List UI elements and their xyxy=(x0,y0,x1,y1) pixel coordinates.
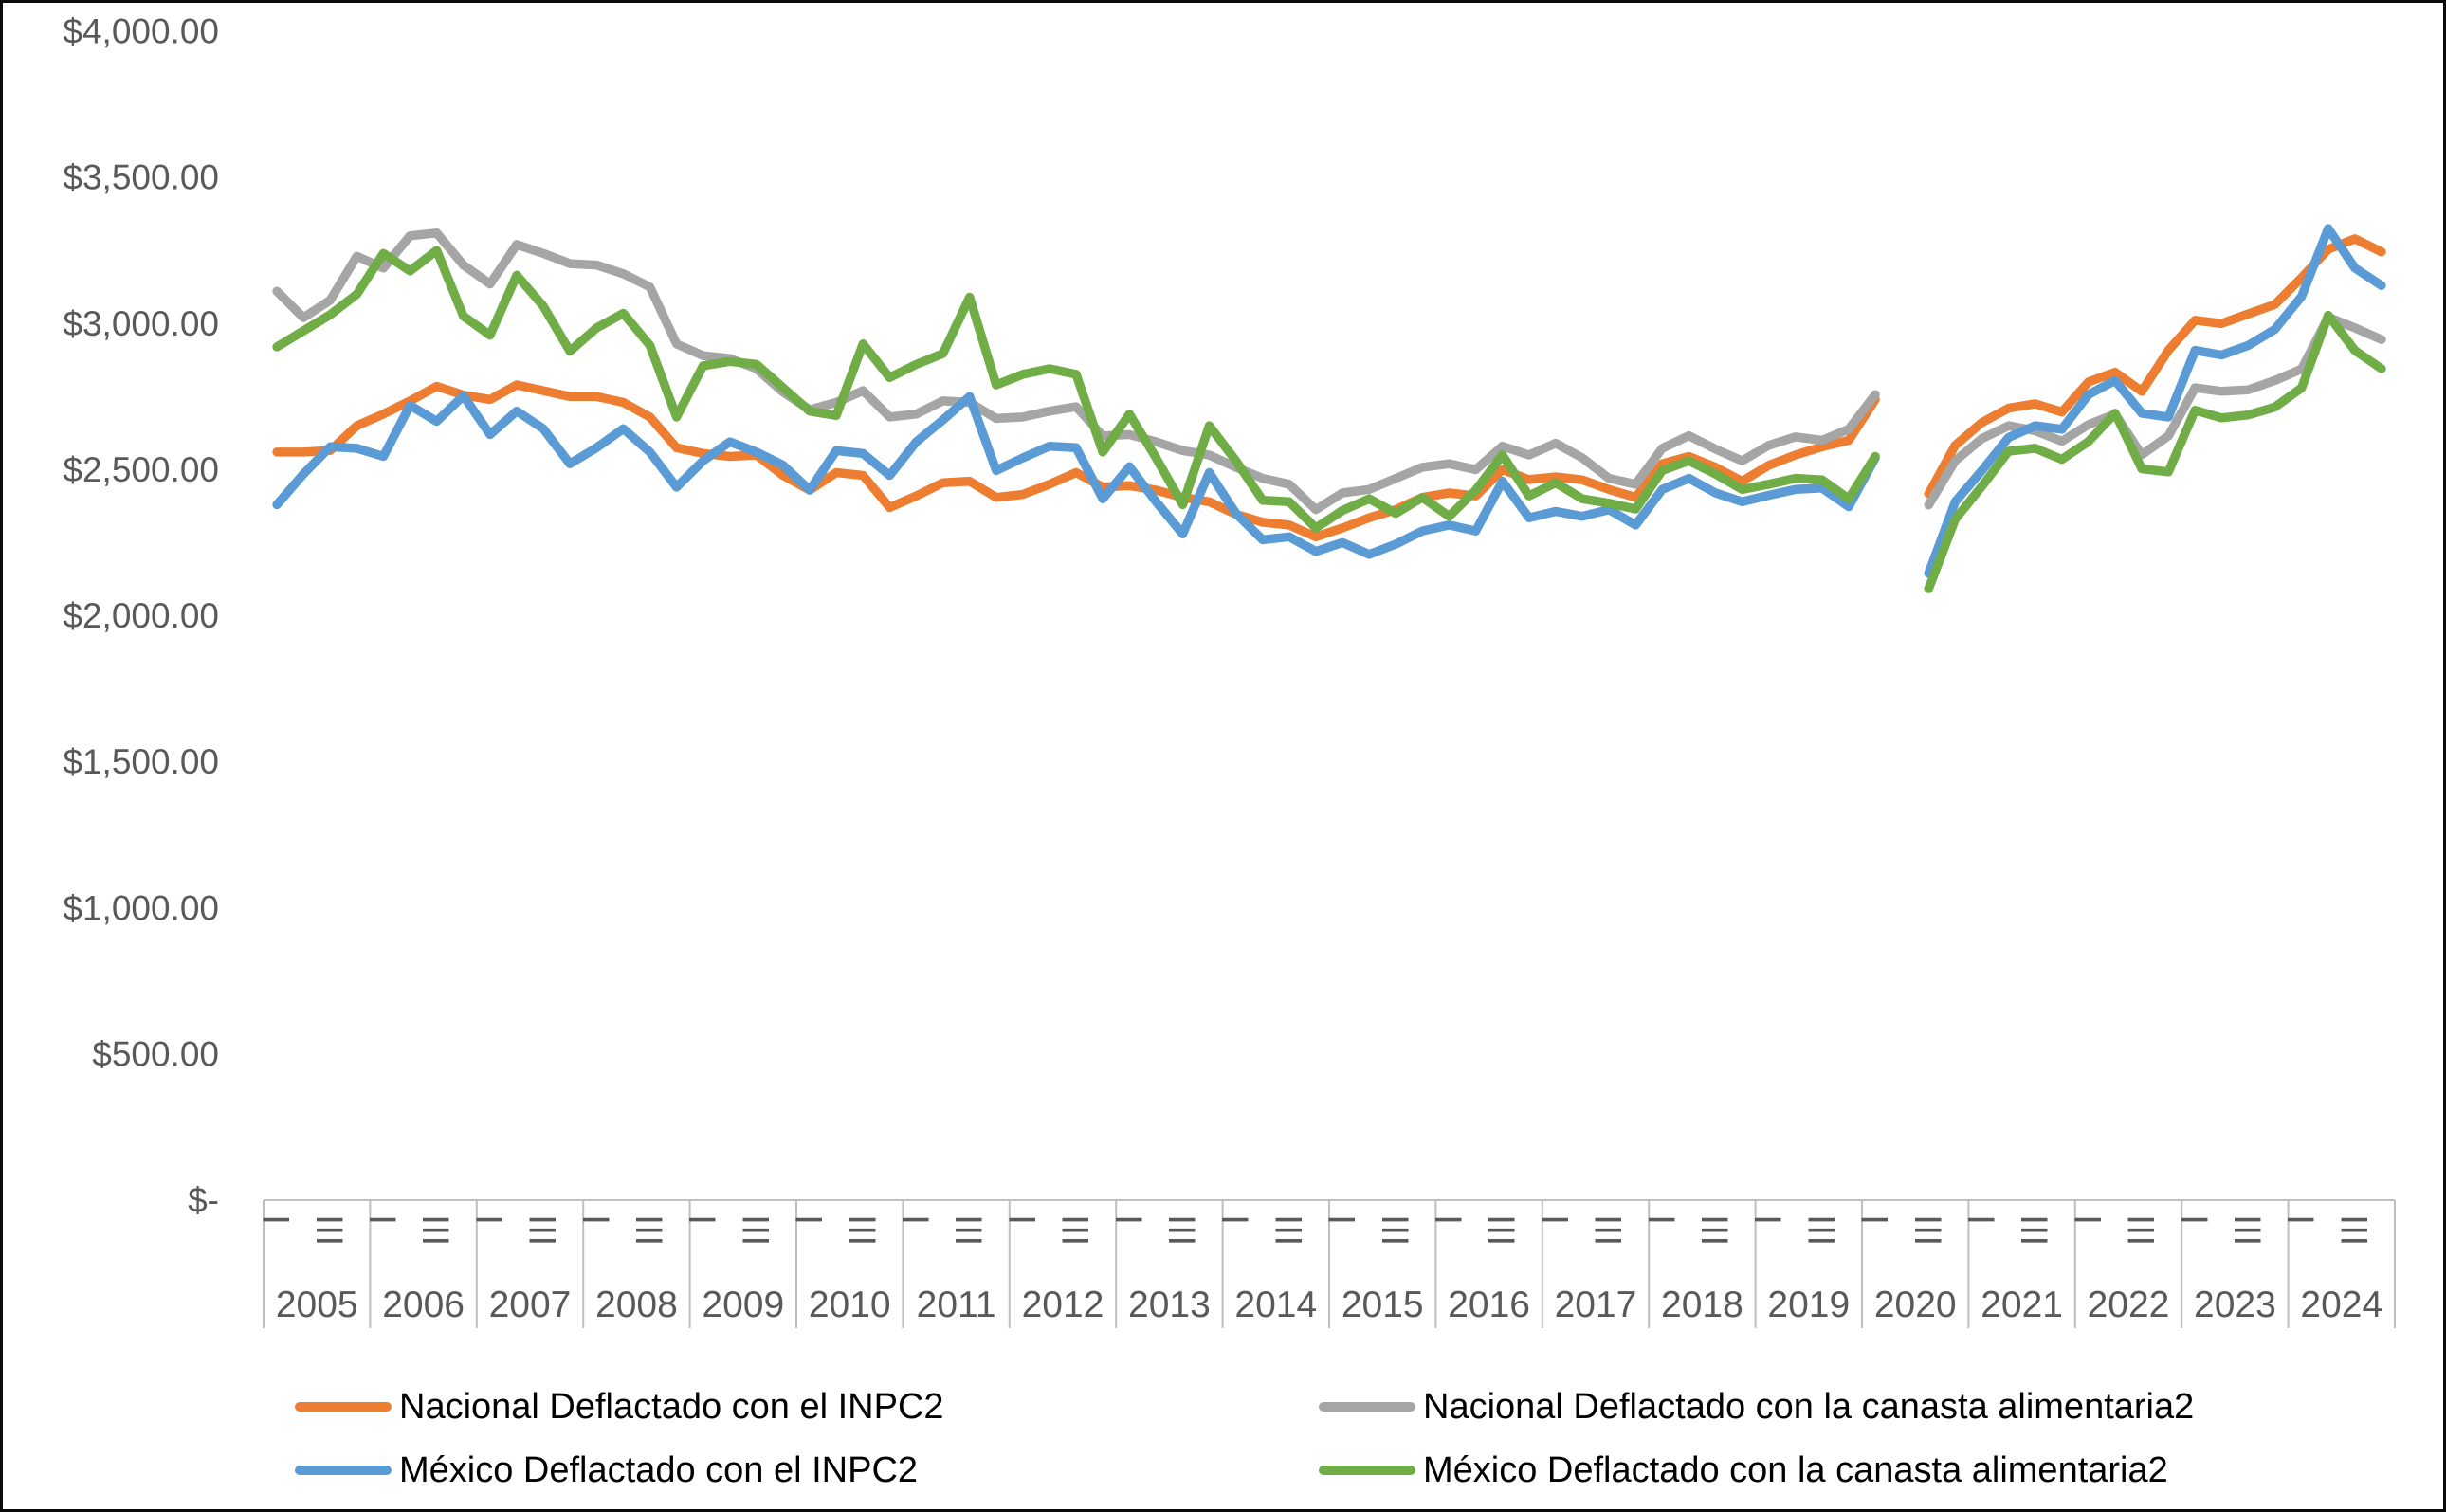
y-axis-label: $3,500.00 xyxy=(63,158,219,197)
year-label: 2020 xyxy=(1874,1284,1957,1325)
y-axis-label: $2,500.00 xyxy=(63,450,219,489)
y-axis-label: $- xyxy=(188,1181,219,1220)
quarter-tick-label: I xyxy=(1748,1214,1790,1225)
quarter-tick-label: I xyxy=(2068,1214,2109,1225)
quarter-tick-label: I xyxy=(256,1214,298,1225)
quarter-tick-label: III xyxy=(736,1214,777,1246)
quarter-tick-label: I xyxy=(1108,1214,1150,1225)
quarter-tick-label: I xyxy=(1641,1214,1683,1225)
year-label: 2012 xyxy=(1022,1284,1104,1325)
quarter-tick-label: III xyxy=(2334,1214,2376,1246)
y-axis-label: $1,000.00 xyxy=(63,888,219,927)
quarter-tick-label: I xyxy=(683,1214,724,1225)
quarter-tick-label: I xyxy=(1535,1214,1577,1225)
year-label: 2006 xyxy=(382,1284,465,1325)
y-axis-label: $2,000.00 xyxy=(63,596,219,635)
quarter-tick-label: I xyxy=(575,1214,617,1225)
quarter-tick-label: I xyxy=(2174,1214,2216,1225)
year-label: 2008 xyxy=(595,1284,678,1325)
series-line-2 xyxy=(272,228,2386,515)
quarter-tick-label: I xyxy=(1322,1214,1363,1225)
year-label: 2016 xyxy=(1448,1284,1530,1325)
quarter-tick-label: I xyxy=(469,1214,511,1225)
quarter-tick-label: I xyxy=(362,1214,404,1225)
quarter-tick-label: III xyxy=(1801,1214,1843,1246)
year-label: 2018 xyxy=(1661,1284,1743,1325)
quarter-tick-label: III xyxy=(309,1214,351,1246)
year-label: 2019 xyxy=(1767,1284,1850,1325)
year-label: 2010 xyxy=(809,1284,891,1325)
quarter-tick-label: I xyxy=(789,1214,831,1225)
quarter-tick-label: III xyxy=(416,1214,458,1246)
year-label: 2023 xyxy=(2194,1284,2276,1325)
quarter-tick-label: I xyxy=(2281,1214,2323,1225)
quarter-tick-label: III xyxy=(949,1214,991,1246)
quarter-tick-label: III xyxy=(1161,1214,1203,1246)
quarter-tick-label: III xyxy=(629,1214,670,1246)
year-label: 2021 xyxy=(1981,1284,2063,1325)
year-label: 2013 xyxy=(1128,1284,1211,1325)
y-axis-label: $3,000.00 xyxy=(63,304,219,343)
quarter-tick-label: I xyxy=(1961,1214,2002,1225)
quarter-tick-label: III xyxy=(842,1214,884,1246)
year-label: 2007 xyxy=(489,1284,572,1325)
chart-plot-area: $4,000.00 $3,500.00 $3,000.00 $2,500.00 $2,0… xyxy=(63,12,2396,1328)
quarter-tick-label: III xyxy=(1269,1214,1310,1246)
series-line-4 xyxy=(272,246,2386,593)
quarter-tick-label: I xyxy=(1215,1214,1257,1225)
year-label: 2015 xyxy=(1342,1284,1424,1325)
quarter-tick-label: I xyxy=(895,1214,937,1225)
y-axis-label: $500.00 xyxy=(92,1034,219,1073)
year-label: 2009 xyxy=(702,1284,784,1325)
year-label: 2024 xyxy=(2300,1284,2382,1325)
year-label: 2005 xyxy=(276,1284,358,1325)
quarter-tick-label: III xyxy=(1055,1214,1097,1246)
quarter-tick-label: III xyxy=(1908,1214,1949,1246)
quarter-tick-label: I xyxy=(1854,1214,1896,1225)
year-label: 2017 xyxy=(1555,1284,1637,1325)
quarter-tick-label: III xyxy=(522,1214,564,1246)
series-line-1 xyxy=(272,234,2386,542)
quarter-tick-label: III xyxy=(1588,1214,1630,1246)
quarter-tick-label: III xyxy=(1375,1214,1416,1246)
quarter-tick-label: I xyxy=(1428,1214,1469,1225)
quarter-tick-label: III xyxy=(2227,1214,2269,1246)
year-label: 2022 xyxy=(2088,1284,2170,1325)
y-axis-label: $1,500.00 xyxy=(63,742,219,781)
series-line-3 xyxy=(272,224,2386,578)
quarter-tick-label: III xyxy=(1482,1214,1524,1246)
year-label: 2014 xyxy=(1234,1284,1317,1325)
quarter-tick-label: III xyxy=(2121,1214,2163,1246)
quarter-tick-label: III xyxy=(2015,1214,2056,1246)
year-label: 2011 xyxy=(917,1284,996,1325)
quarter-tick-label: I xyxy=(1002,1214,1044,1225)
y-axis-label: $4,000.00 xyxy=(63,12,219,51)
quarter-tick-label: III xyxy=(1694,1214,1736,1246)
